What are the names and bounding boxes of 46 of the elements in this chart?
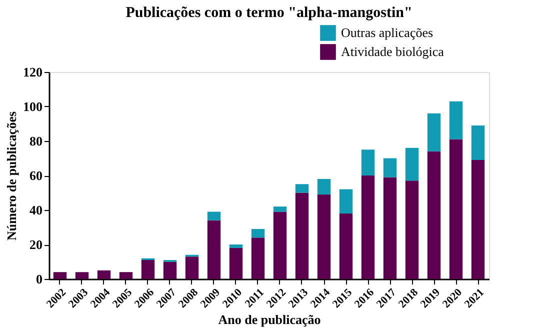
bar bbox=[383, 158, 397, 178]
bar bbox=[295, 192, 309, 279]
bar bbox=[317, 194, 331, 279]
y-tick-label: 20 bbox=[30, 237, 42, 252]
bar bbox=[449, 101, 463, 140]
bar bbox=[339, 213, 353, 279]
bar bbox=[97, 270, 111, 279]
y-axis-title: Número de publicações bbox=[4, 111, 19, 241]
y-tick-label: 100 bbox=[23, 99, 42, 114]
bar bbox=[361, 150, 375, 176]
y-tick-label: 80 bbox=[30, 134, 42, 148]
y-tick-label: 60 bbox=[30, 168, 42, 183]
legend-label: Atividade biológica bbox=[341, 44, 444, 59]
y-tick-label: 0 bbox=[36, 272, 42, 286]
bar bbox=[207, 220, 221, 279]
bar bbox=[53, 272, 67, 279]
bar bbox=[119, 272, 133, 279]
bar bbox=[251, 228, 265, 238]
bar bbox=[427, 113, 441, 152]
bar bbox=[405, 148, 419, 181]
bar bbox=[471, 160, 485, 279]
bar bbox=[229, 248, 243, 279]
x-axis-title: Ano de publicação bbox=[218, 312, 321, 327]
bar bbox=[229, 244, 243, 248]
bar bbox=[273, 212, 287, 279]
bar bbox=[317, 178, 331, 194]
bar bbox=[361, 176, 375, 279]
bar bbox=[141, 260, 155, 279]
bar bbox=[75, 272, 89, 279]
x-tick-label: 2011 bbox=[242, 286, 266, 310]
y-tick-label: 40 bbox=[30, 202, 42, 218]
bar bbox=[427, 151, 441, 279]
bar bbox=[295, 184, 309, 193]
bar bbox=[185, 256, 199, 279]
bar bbox=[251, 238, 265, 279]
y-tick-label: 120 bbox=[23, 64, 42, 80]
bar bbox=[449, 139, 463, 279]
bar bbox=[405, 180, 419, 279]
legend-label: Outras aplicações bbox=[341, 25, 434, 40]
bar bbox=[163, 262, 177, 279]
bar bbox=[207, 212, 221, 220]
bar bbox=[383, 177, 397, 279]
bar bbox=[339, 189, 353, 214]
bar bbox=[273, 206, 287, 212]
bar bbox=[471, 125, 485, 160]
chart-title: Publicações com o termo "alpha-mangostin" bbox=[126, 5, 412, 21]
